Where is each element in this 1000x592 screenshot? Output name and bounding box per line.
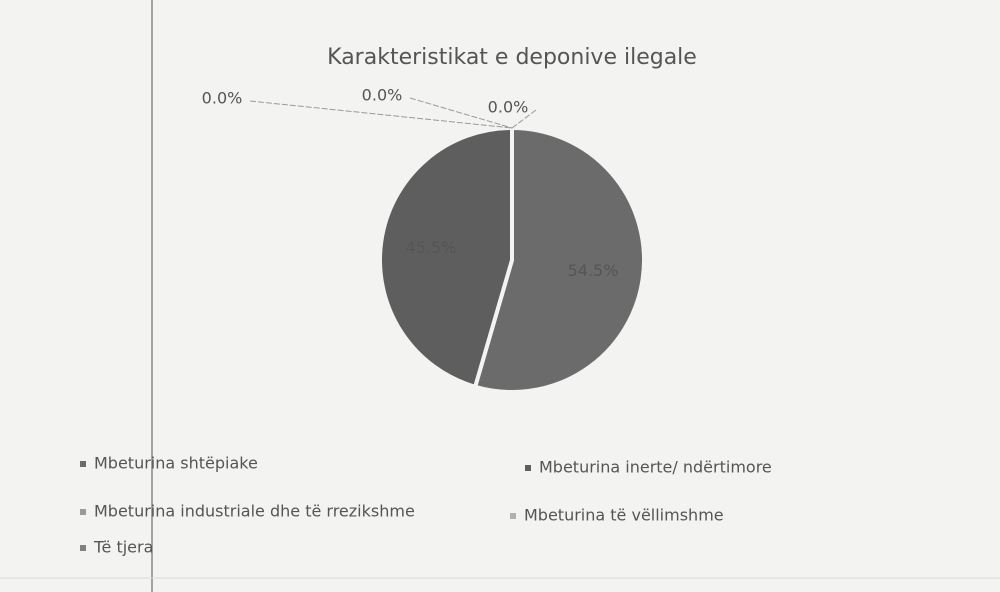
legend-marker [80,545,86,551]
legend-marker [510,513,516,519]
chart-title: Karakteristikat e deponive ilegale [327,45,697,70]
legend-label: Mbeturina industriale dhe të rrezikshme [94,502,415,521]
leader-line [511,109,537,129]
data-label: 45.5% [406,238,457,257]
data-label: 0.0% [202,89,243,108]
pie-slice [378,125,514,390]
legend-label: Mbeturina inerte/ ndërtimore [539,458,772,477]
pie-slice [472,125,646,394]
data-label: 0.0% [488,98,529,117]
legend-marker [80,461,86,467]
data-label: 0.0% [362,86,403,105]
legend-marker [525,465,531,471]
legend-label: Mbeturina shtëpiake [94,454,258,473]
legend-label: Të tjera [93,538,153,557]
data-label: 54.5% [568,261,619,280]
leader-line [409,97,513,129]
leader-line [249,100,513,129]
legend-marker [80,509,86,515]
legend-label: Mbeturina të vëllimshme [524,506,724,525]
